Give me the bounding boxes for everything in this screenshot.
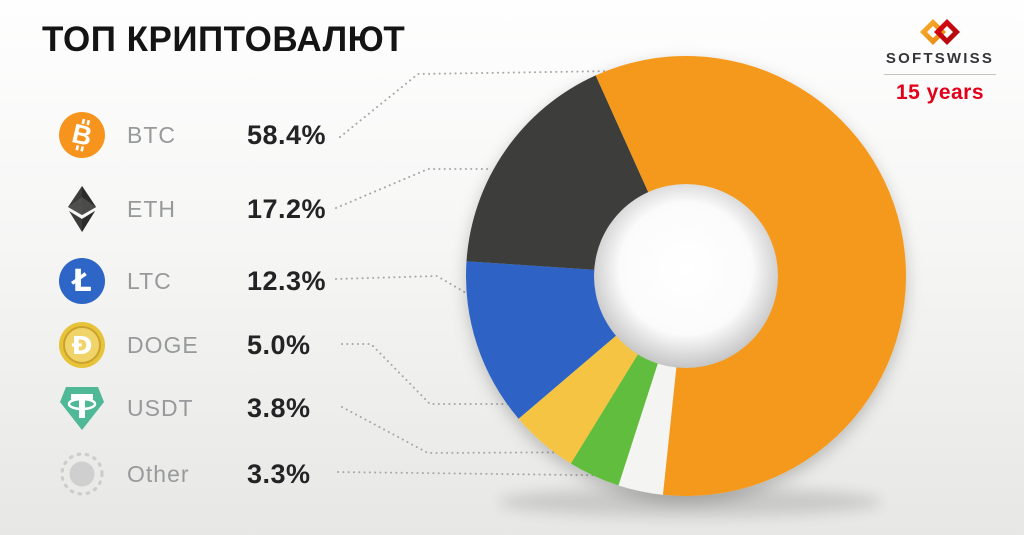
legend-row-eth: ETH 17.2% — [58, 185, 326, 233]
brand-anniversary: 15 years — [895, 81, 985, 104]
legend-row-btc: B BTC 58.4% — [58, 111, 326, 159]
legend-label: DOGE — [127, 331, 199, 358]
legend-value: 12.3% — [247, 265, 327, 296]
legend-row-other: Other 3.3% — [58, 450, 311, 498]
donut-shadow — [498, 487, 882, 517]
ltc-coin-icon: Ł — [58, 257, 106, 305]
legend-row-ltc: Ł LTC 12.3% — [58, 257, 326, 305]
doge-coin-icon: Ð — [58, 321, 106, 369]
leader-line-ltc — [335, 274, 498, 312]
legend-label: ETH — [127, 195, 176, 222]
usdt-pentagon-icon — [58, 384, 106, 432]
brand-divider — [884, 74, 996, 75]
svg-text:Ð: Ð — [72, 331, 93, 360]
legend-value: 58.4% — [247, 119, 327, 150]
legend-value: 17.2% — [247, 193, 327, 224]
eth-diamond-icon — [58, 185, 106, 233]
btc-coin-icon: B — [58, 111, 106, 159]
legend-label: Other — [127, 460, 190, 487]
legend-value: 5.0% — [247, 329, 311, 360]
page-title: ТОП КРИПТОВАЛЮТ — [42, 20, 406, 59]
leader-line-other — [337, 471, 661, 477]
softswiss-logo-icon — [920, 19, 960, 45]
legend-label: USDT — [127, 394, 194, 421]
legend-row-doge: Ð DOGE 5.0% — [58, 321, 311, 369]
leader-line-usdt — [341, 406, 628, 455]
legend-row-usdt: USDT 3.8% — [58, 384, 311, 432]
donut-hole — [594, 184, 778, 368]
legend-label: LTC — [127, 267, 172, 294]
legend-value: 3.8% — [247, 392, 311, 423]
leader-line-btc — [339, 70, 616, 138]
softswiss-logo: SOFTSWISS 15 years — [884, 16, 996, 105]
legend-label: BTC — [127, 121, 176, 148]
svg-text:Ł: Ł — [70, 264, 91, 299]
legend-value: 3.3% — [247, 458, 311, 489]
brand-name: SOFTSWISS — [885, 50, 995, 67]
other-dashed-circle-icon — [58, 450, 106, 498]
leader-line-eth — [335, 168, 490, 209]
